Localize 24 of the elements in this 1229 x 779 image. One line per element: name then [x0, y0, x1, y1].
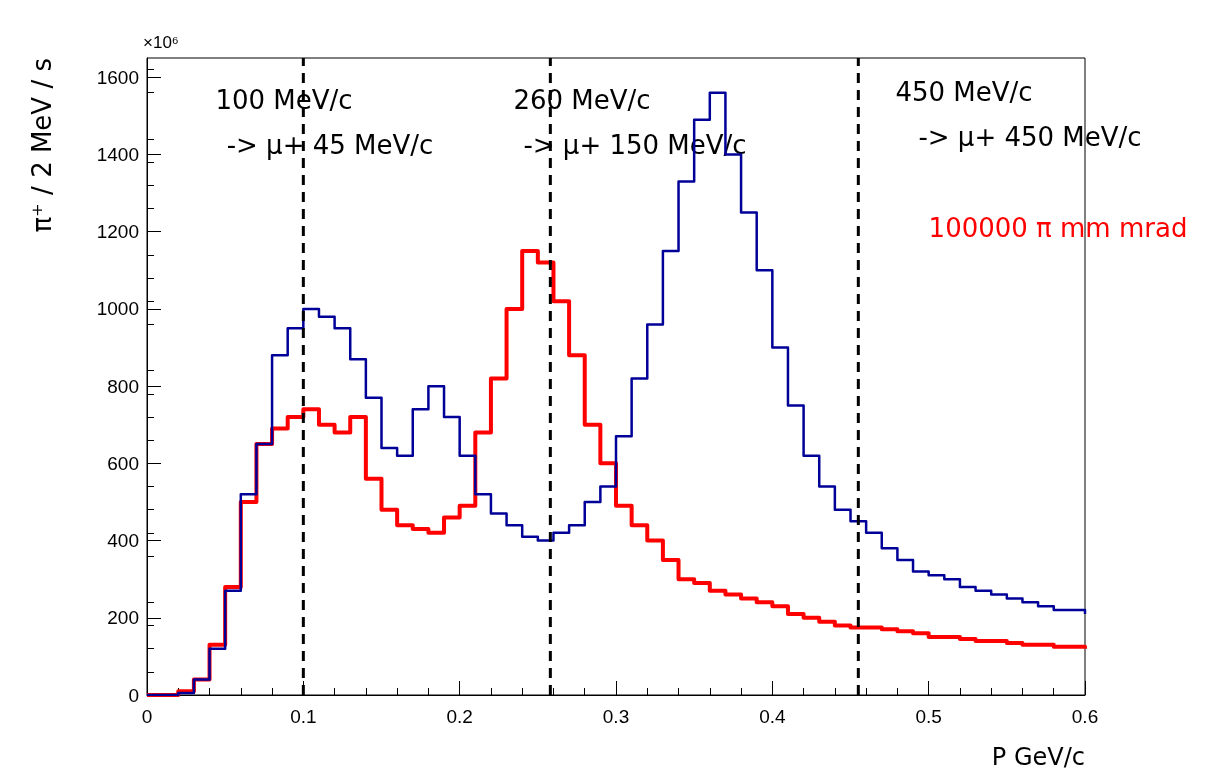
y-tick-label: 0	[128, 684, 139, 706]
y-tick-label: 200	[107, 607, 139, 629]
x-axis-title: P GeV/c	[991, 743, 1085, 771]
x-tick-label: 0.4	[759, 706, 786, 727]
y-tick-label: 1400	[96, 144, 139, 166]
y-tick-label: 1200	[96, 221, 139, 243]
y-tick-label: 600	[107, 452, 139, 474]
y-tick-label: 400	[107, 530, 139, 552]
x-tick-label: 0.5	[915, 706, 942, 727]
y-tick-label: 800	[107, 375, 139, 397]
annotation: 450 MeV/c	[895, 77, 1033, 107]
y-axis-title: π⁺ / 2 MeV / s	[27, 58, 57, 233]
x-tick-label: 0.2	[446, 706, 473, 727]
x-tick-label: 0.6	[1071, 706, 1099, 727]
y-tick-label: 1600	[96, 66, 139, 88]
x-tick-label: 0.1	[290, 706, 317, 727]
x-tick-label: 0	[141, 706, 153, 727]
annotation: -> μ+ 450 MeV/c	[918, 122, 1142, 152]
annotation: 100 MeV/c	[215, 85, 353, 115]
text: ×10⁶	[143, 33, 179, 52]
x-tick-label: 0.3	[602, 706, 630, 727]
annotation: 100000 π mm mrad	[928, 213, 1188, 243]
y-tick-label: 1000	[96, 298, 139, 320]
annotation: -> μ+ 45 MeV/c	[226, 130, 434, 160]
